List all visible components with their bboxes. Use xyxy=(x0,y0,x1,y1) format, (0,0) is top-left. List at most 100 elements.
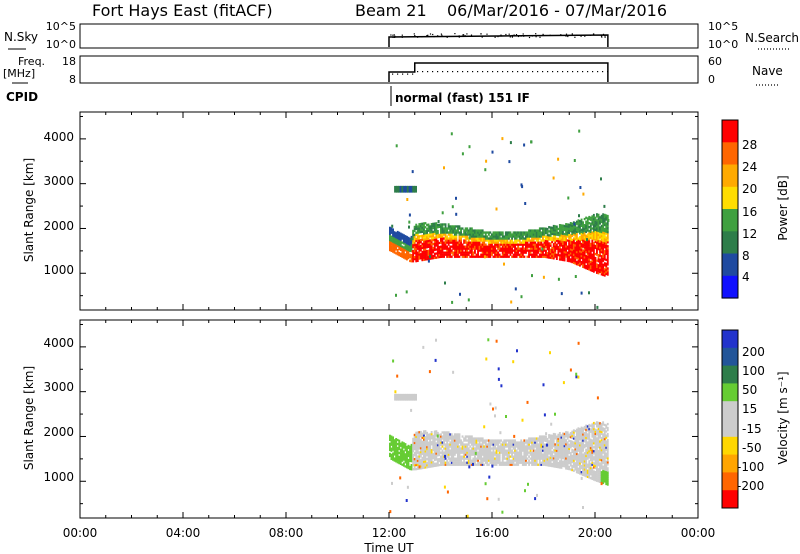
range-cell xyxy=(413,229,416,233)
range-cell xyxy=(585,438,588,441)
range-cell xyxy=(487,255,490,258)
range-cell xyxy=(605,430,608,433)
range-cell xyxy=(447,455,450,458)
range-cell xyxy=(572,261,575,264)
range-cell xyxy=(508,441,510,444)
range-cell xyxy=(565,223,567,226)
range-cell xyxy=(398,445,401,449)
range-cell xyxy=(475,439,478,442)
range-cell xyxy=(540,249,543,252)
range-cell xyxy=(528,253,530,256)
range-cell xyxy=(585,236,588,240)
range-cell xyxy=(579,248,581,251)
range-cell xyxy=(557,239,560,243)
range-cell xyxy=(517,459,520,462)
range-cell xyxy=(436,462,439,465)
range-cell xyxy=(453,233,456,236)
range-cell xyxy=(592,438,595,441)
range-cell xyxy=(484,445,487,448)
range-cell xyxy=(389,228,391,231)
range-cell xyxy=(596,423,598,426)
range-cell xyxy=(491,451,493,454)
range-cell xyxy=(497,461,500,464)
range-cell xyxy=(477,229,479,232)
range-cell xyxy=(514,447,516,450)
range-cell xyxy=(435,256,438,259)
range-cell xyxy=(404,255,407,258)
range-cell xyxy=(534,251,537,254)
range-cell xyxy=(596,233,598,236)
range-cell xyxy=(399,450,402,453)
range-cell xyxy=(546,456,549,459)
xtick-label-1: 04:00 xyxy=(166,526,201,540)
nsearch-dot xyxy=(511,36,513,38)
range-cell xyxy=(423,452,425,455)
range-cell xyxy=(436,458,439,461)
range-cell xyxy=(423,230,425,233)
range-cell xyxy=(605,424,608,427)
range-cell xyxy=(586,235,589,238)
range-cell xyxy=(582,427,584,430)
range-cell xyxy=(390,239,393,242)
range-cell xyxy=(450,453,453,456)
range-cell xyxy=(429,437,432,440)
range-cell xyxy=(538,243,541,246)
colorbar-segment xyxy=(722,347,738,367)
nsearch-dot xyxy=(432,33,434,36)
range-cell xyxy=(583,468,586,471)
range-cell xyxy=(412,239,415,243)
range-cell xyxy=(589,446,592,450)
range-cell xyxy=(552,465,555,468)
range-cell xyxy=(542,449,544,452)
range-cell xyxy=(582,227,584,230)
range-cell xyxy=(413,258,416,261)
range-cell xyxy=(415,451,418,455)
range-cell xyxy=(433,254,436,257)
range-cell xyxy=(525,461,527,464)
range-cell xyxy=(511,237,513,240)
range-cell xyxy=(508,233,510,236)
range-cell xyxy=(557,449,560,453)
range-cell xyxy=(467,243,470,246)
range-cell xyxy=(423,236,425,239)
range-cell xyxy=(532,241,535,244)
range-cell xyxy=(390,439,393,442)
range-cell xyxy=(430,463,433,466)
range-cell xyxy=(433,242,436,245)
range-cell xyxy=(478,249,481,252)
patch-echo xyxy=(397,185,401,193)
range-cell xyxy=(461,243,464,246)
range-cell xyxy=(563,224,566,228)
range-cell xyxy=(495,235,498,238)
range-cell xyxy=(583,262,586,265)
range-cell xyxy=(548,436,550,439)
range-cell xyxy=(568,449,571,452)
range-cell xyxy=(440,255,442,258)
range-cell xyxy=(546,229,549,233)
range-cell xyxy=(565,461,567,464)
range-cell xyxy=(597,435,600,439)
range-cell xyxy=(413,462,416,465)
range-cell xyxy=(399,452,402,455)
range-cell xyxy=(586,267,589,270)
range-cell xyxy=(498,457,501,460)
range-cell xyxy=(600,220,603,224)
range-cell xyxy=(389,248,391,252)
range-cell xyxy=(429,433,432,436)
range-cell xyxy=(474,241,476,244)
range-cell xyxy=(591,433,594,436)
range-cell xyxy=(545,447,547,450)
range-cell xyxy=(540,231,543,234)
range-cell xyxy=(416,445,419,448)
range-cell xyxy=(443,447,445,450)
range-cell xyxy=(583,264,586,267)
range-cell xyxy=(484,235,487,238)
range-cell xyxy=(416,441,419,444)
range-cell xyxy=(430,233,433,236)
range-cell xyxy=(600,447,603,450)
range-cell xyxy=(470,229,473,232)
range-cell xyxy=(443,435,445,438)
range-cell xyxy=(457,435,459,438)
range-cell xyxy=(472,237,475,240)
range-cell xyxy=(423,450,425,453)
